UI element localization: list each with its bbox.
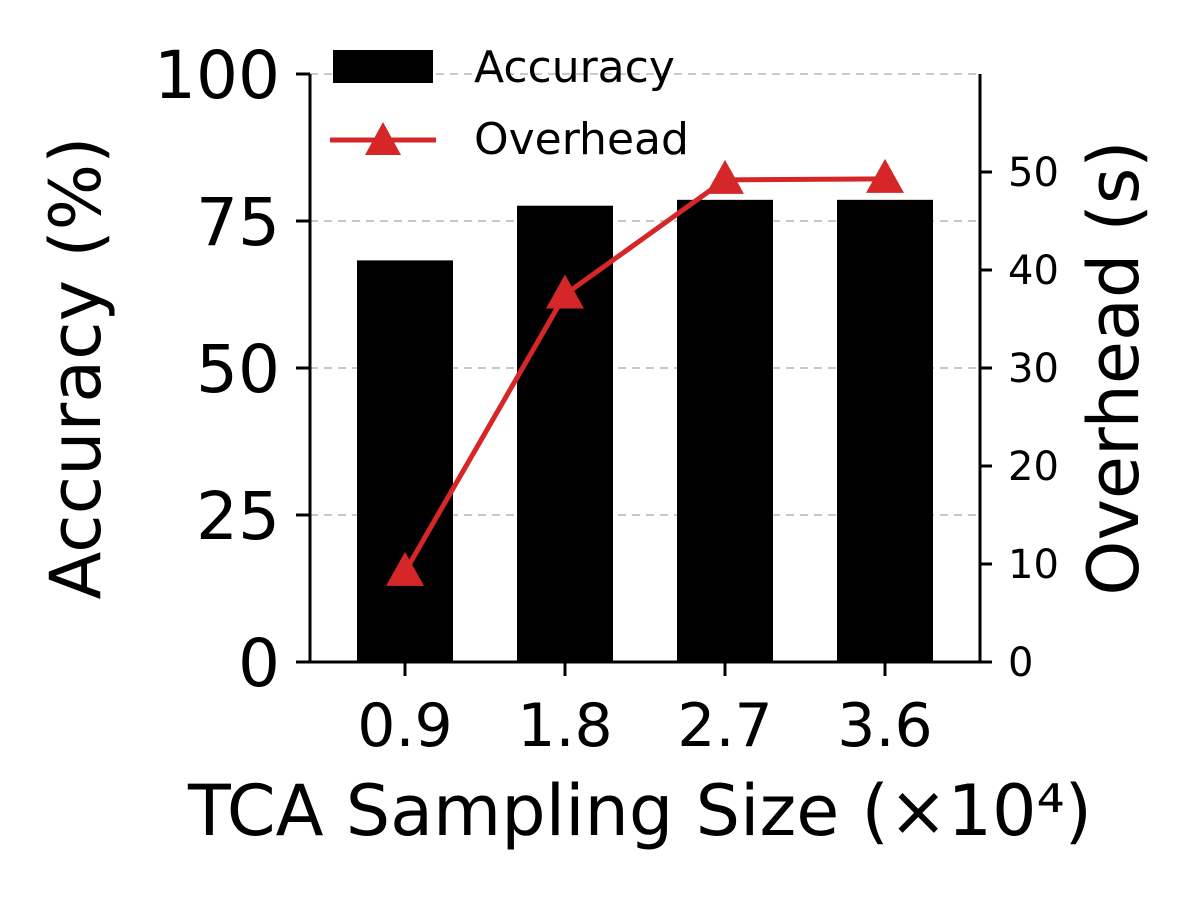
- x-axis-label: TCA Sampling Size (×10⁴): [187, 770, 1092, 852]
- legend-label-overhead: Overhead: [474, 114, 689, 165]
- y-tick-label-right: 20: [1008, 444, 1059, 490]
- line-series-overhead: [386, 158, 904, 586]
- y-tick-label-left: 100: [154, 37, 280, 114]
- y-tick-label-left: 0: [238, 625, 280, 702]
- y-tick-label-right: 30: [1008, 346, 1059, 392]
- tick-labels: 0 25 50 75 100 0 10 20 30 40 50 0.9 1.8 2.7 3.6: [154, 37, 1059, 761]
- overhead-point-2.7: [706, 159, 744, 194]
- y-tick-label-left: 75: [196, 184, 280, 261]
- legend-swatch-accuracy: [333, 50, 433, 83]
- y-tick-label-left: 50: [196, 331, 280, 408]
- y-tick-label-right: 10: [1008, 542, 1059, 588]
- y-tick-label-right: 50: [1008, 150, 1059, 196]
- bar-series-accuracy: [357, 199, 933, 662]
- y-tick-label-left: 25: [196, 478, 280, 555]
- overhead-point-1.8: [546, 274, 584, 309]
- y-axis-label-left: Accuracy (%): [35, 137, 117, 600]
- bar-1.8: [517, 205, 613, 662]
- overhead-line: [402, 176, 886, 574]
- bar-0.9: [357, 260, 453, 662]
- x-tick-label: 2.7: [677, 691, 772, 761]
- y-axis-label-right: Overhead (s): [1073, 140, 1155, 595]
- overhead-point-0.9: [386, 551, 424, 586]
- y-tick-label-right: 40: [1008, 248, 1059, 294]
- legend: Accuracy Overhead: [330, 42, 689, 165]
- legend-swatch-overhead-marker: [365, 122, 401, 155]
- overhead-point-3.6: [866, 158, 904, 193]
- bar-3.6: [837, 199, 933, 662]
- y-tick-label-right: 0: [1008, 640, 1033, 686]
- x-tick-label: 3.6: [837, 691, 932, 761]
- x-tick-label: 0.9: [357, 691, 452, 761]
- axes: [296, 72, 992, 676]
- x-tick-label: 1.8: [517, 691, 612, 761]
- legend-label-accuracy: Accuracy: [474, 42, 675, 93]
- bar-2.7: [677, 199, 773, 662]
